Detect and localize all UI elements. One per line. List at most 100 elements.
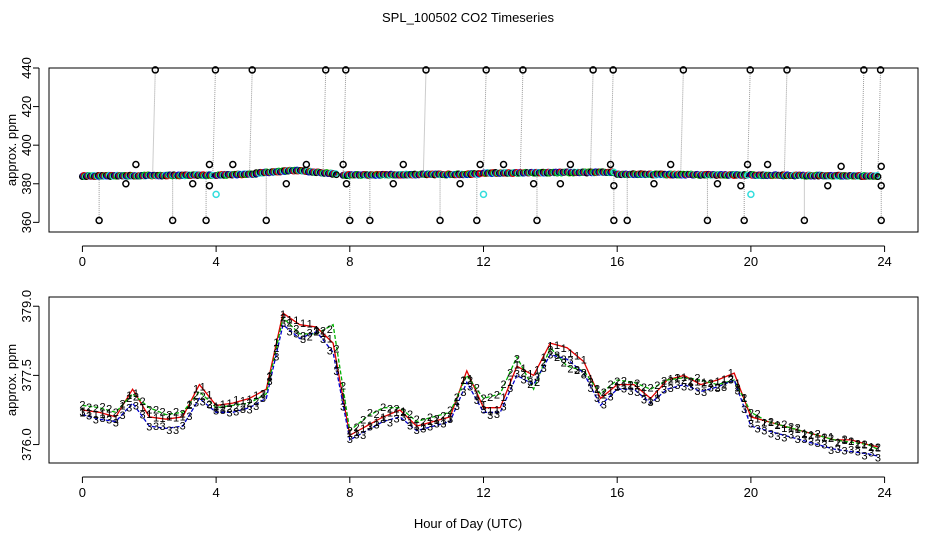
series-marker: 2 <box>567 364 573 376</box>
series-marker: 3 <box>380 414 386 426</box>
outlier-point <box>650 180 658 188</box>
series-marker: 1 <box>795 424 801 436</box>
series-marker: 2 <box>353 422 359 434</box>
series-marker: 2 <box>307 331 313 343</box>
series-marker: 1 <box>721 374 727 386</box>
series-marker: 3 <box>267 376 273 388</box>
series-marker: 3 <box>474 395 480 407</box>
series-marker: 2 <box>400 407 406 419</box>
series-marker: 2 <box>868 442 874 454</box>
series-marker: 2 <box>781 419 787 431</box>
series-marker: 3 <box>440 418 446 430</box>
series-marker: 3 <box>701 387 707 399</box>
series-marker: 3 <box>501 402 507 414</box>
series-marker: 1 <box>527 369 533 381</box>
series-marker: 2 <box>387 403 393 415</box>
y-tick-label: 400 <box>19 134 34 156</box>
page-title: SPL_100502 CO2 Timeseries <box>382 10 554 25</box>
series-marker: 3 <box>353 430 359 442</box>
series-marker: 1 <box>654 389 660 401</box>
outlier-point <box>399 160 408 169</box>
series-marker: 3 <box>454 401 460 413</box>
series-marker: 2 <box>166 410 172 422</box>
series-marker: 3 <box>113 417 119 429</box>
series-line <box>82 323 879 457</box>
series-marker: 2 <box>741 393 747 405</box>
outlier-point <box>800 216 809 225</box>
series-marker: 2 <box>367 408 373 420</box>
series-marker: 3 <box>634 387 640 399</box>
series-marker: 1 <box>200 382 206 394</box>
series-line <box>82 316 879 450</box>
x-tick-label: 20 <box>744 254 758 269</box>
series-marker: 2 <box>186 400 192 412</box>
series-marker: 2 <box>200 391 206 403</box>
series-marker: 2 <box>734 383 740 395</box>
series-marker: 3 <box>668 383 674 395</box>
series-marker: 2 <box>514 353 520 365</box>
spike-line <box>519 69 524 173</box>
y-tick-label: 376.0 <box>19 428 34 461</box>
series-marker: 1 <box>380 412 386 424</box>
outlier-point <box>606 160 615 169</box>
series-marker: 3 <box>587 383 593 395</box>
series-marker: 3 <box>594 393 600 405</box>
series-marker: 2 <box>440 411 446 423</box>
cyan-point <box>479 190 488 199</box>
spike-line <box>322 69 327 173</box>
series-marker: 3 <box>246 405 252 417</box>
outlier-point <box>623 216 631 225</box>
series-marker: 3 <box>521 375 527 387</box>
series-marker: 1 <box>327 334 333 346</box>
series-marker: 3 <box>554 350 560 362</box>
series-marker: 2 <box>775 420 781 432</box>
outlier-point <box>703 216 712 225</box>
series-marker: 3 <box>714 383 720 395</box>
outlier-point <box>95 216 103 225</box>
y-tick-label: 420 <box>19 96 34 118</box>
series-marker: 2 <box>220 403 226 415</box>
outlier-point <box>342 180 351 188</box>
series-marker: 2 <box>146 404 152 416</box>
series-marker: 3 <box>447 414 453 426</box>
spike-line <box>589 69 594 173</box>
series-marker: 3 <box>467 382 473 394</box>
outlier-point <box>533 216 541 225</box>
outlier-point <box>205 181 214 190</box>
series-marker: 2 <box>233 402 239 414</box>
series-marker: 2 <box>875 442 881 454</box>
series-marker: 1 <box>755 413 761 425</box>
series-marker: 1 <box>367 420 373 432</box>
series-marker: 3 <box>300 334 306 346</box>
series-marker: 2 <box>821 432 827 444</box>
series-marker: 1 <box>360 423 366 435</box>
series-marker: 2 <box>634 378 640 390</box>
series-marker: 2 <box>661 376 667 388</box>
plot-frame-top <box>48 67 919 233</box>
outlier-point <box>422 66 430 74</box>
series-marker: 2 <box>547 345 553 357</box>
outlier-point <box>713 180 722 188</box>
outlier-point <box>740 216 748 225</box>
series-marker: 1 <box>206 390 212 402</box>
series-marker: 1 <box>541 352 547 364</box>
series-marker: 3 <box>541 363 547 375</box>
series-marker: 2 <box>855 438 861 450</box>
series-marker: 1 <box>828 432 834 444</box>
series-marker: 1 <box>494 405 500 417</box>
series-marker: 2 <box>327 324 333 336</box>
outlier-point <box>837 162 845 171</box>
series-marker: 3 <box>607 391 613 403</box>
series-marker: 3 <box>233 406 239 418</box>
series-marker: 3 <box>801 434 807 446</box>
series-marker: 2 <box>815 429 821 441</box>
series-marker: 2 <box>574 365 580 377</box>
series-marker: 3 <box>614 382 620 394</box>
series-marker: 3 <box>641 394 647 406</box>
series-marker: 3 <box>427 421 433 433</box>
series-marker: 3 <box>387 417 393 429</box>
series-marker: 3 <box>768 429 774 441</box>
outlier-point <box>366 216 374 225</box>
series-marker: 2 <box>848 436 854 448</box>
